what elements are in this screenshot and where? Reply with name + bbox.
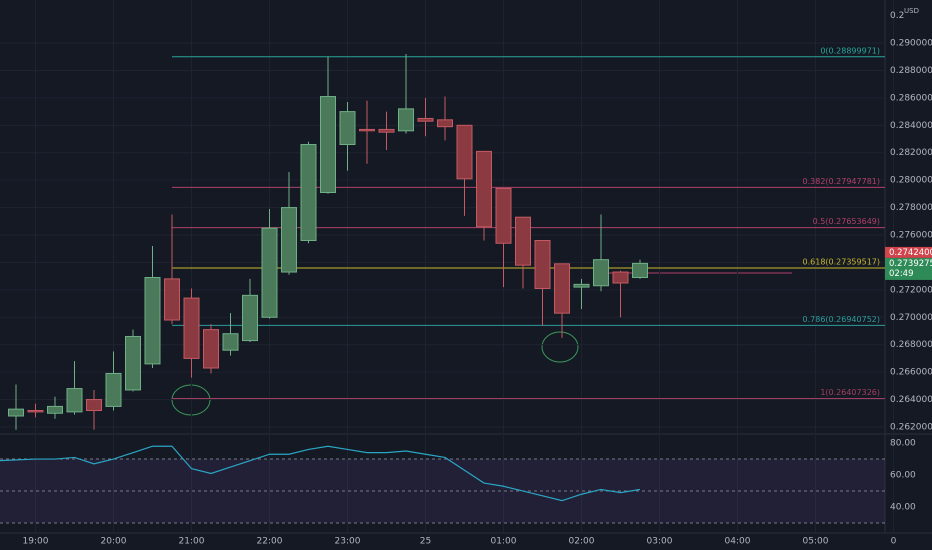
y-tick-label: 0.29000000 — [890, 39, 932, 49]
candle-body — [222, 333, 239, 351]
y-tick-label: 0.28200000 — [890, 148, 932, 158]
x-tick-label: 20:00 — [101, 537, 127, 547]
x-tick-label: 21:00 — [179, 537, 205, 547]
y-tick-label: 0.28400000 — [890, 121, 932, 131]
fib-label: 0.618(0.27359517) — [803, 257, 881, 266]
countdown: 02:49 — [889, 269, 914, 279]
price-label: 0.27392750 — [889, 259, 932, 269]
y-tick-label: 0.26800000 — [890, 340, 932, 350]
candle-body — [125, 335, 141, 391]
candle-body — [203, 329, 219, 369]
candle-body — [534, 239, 551, 289]
fib-label: 1(0.26407326) — [820, 388, 880, 397]
y-tick-label: 0.27200000 — [890, 285, 932, 295]
price-label: 0.27424000 — [889, 248, 932, 258]
currency: USD — [904, 7, 919, 15]
candle-body — [573, 283, 590, 288]
candle-body — [398, 108, 414, 132]
candle-body — [632, 262, 648, 279]
y-tick-label: 0.28000000 — [890, 176, 932, 186]
y-tick-label: 0.26400000 — [890, 395, 932, 405]
candle-body — [242, 294, 258, 342]
y-tick-label: 0.27600000 — [890, 231, 932, 241]
fib-label: 0.5(0.27653649) — [813, 217, 880, 226]
x-tick-label: 22:00 — [257, 537, 283, 547]
candle-body — [300, 144, 317, 241]
candle-body — [339, 111, 356, 146]
y-tick-label: 0.26200000 — [890, 422, 932, 432]
candle-body — [476, 150, 492, 228]
candle-body — [66, 388, 83, 413]
candle-body — [27, 410, 44, 413]
price-label-box — [885, 257, 932, 280]
candle-body — [281, 207, 297, 273]
candle-body — [612, 271, 629, 284]
candle-body — [359, 128, 375, 132]
x-tick-label: 25 — [420, 537, 431, 547]
candle-body — [495, 187, 512, 244]
x-tick-label: 23:00 — [335, 537, 361, 547]
y-tick-label: 0.27800000 — [890, 203, 932, 213]
candle-body — [437, 119, 453, 128]
y-tick-label: 0.28800000 — [890, 66, 932, 76]
fib-label: 0.786(0.26940752) — [803, 315, 881, 324]
candle-body — [105, 372, 122, 407]
x-tick-label: 03:00 — [647, 537, 673, 547]
fib-label: 0(0.28899971) — [820, 46, 880, 55]
y-tick-label: 0.2 — [890, 11, 904, 21]
fib-label: 0.382(0.27947781) — [803, 177, 881, 186]
annotation-circle — [541, 331, 579, 363]
candle-body — [261, 227, 278, 318]
candle-body — [378, 128, 395, 133]
candle-body — [554, 263, 570, 314]
candle-body — [417, 117, 434, 122]
x-tick-label: 04:00 — [725, 537, 751, 547]
rsi-tick-label: 80.00 — [890, 439, 916, 449]
x-tick-label: 02:00 — [569, 537, 595, 547]
candle-body — [8, 408, 24, 417]
candle-body — [144, 277, 161, 365]
candle-body — [86, 399, 102, 412]
rsi-tick-label: 40.00 — [890, 503, 916, 513]
candle-body — [320, 96, 336, 194]
x-tick-label: 01:00 — [491, 537, 517, 547]
y-tick-label: 0.28600000 — [890, 93, 932, 103]
price-label-box — [885, 246, 932, 258]
candle-body — [456, 124, 473, 180]
candle-body — [593, 259, 609, 287]
candle-body — [183, 297, 200, 359]
rsi-line — [0, 445, 641, 502]
candle-body — [164, 278, 180, 321]
y-tick-label: 0.27000000 — [890, 313, 932, 323]
rsi-band — [0, 459, 885, 524]
candle-body — [515, 216, 531, 266]
x-tick-label: 0 — [891, 537, 897, 547]
rsi-tick-label: 60.00 — [890, 471, 916, 481]
y-tick-label: 0.26600000 — [890, 368, 932, 378]
x-tick-label: 19:00 — [23, 537, 49, 547]
x-tick-label: 05:00 — [803, 537, 829, 547]
candle-body — [47, 405, 63, 414]
